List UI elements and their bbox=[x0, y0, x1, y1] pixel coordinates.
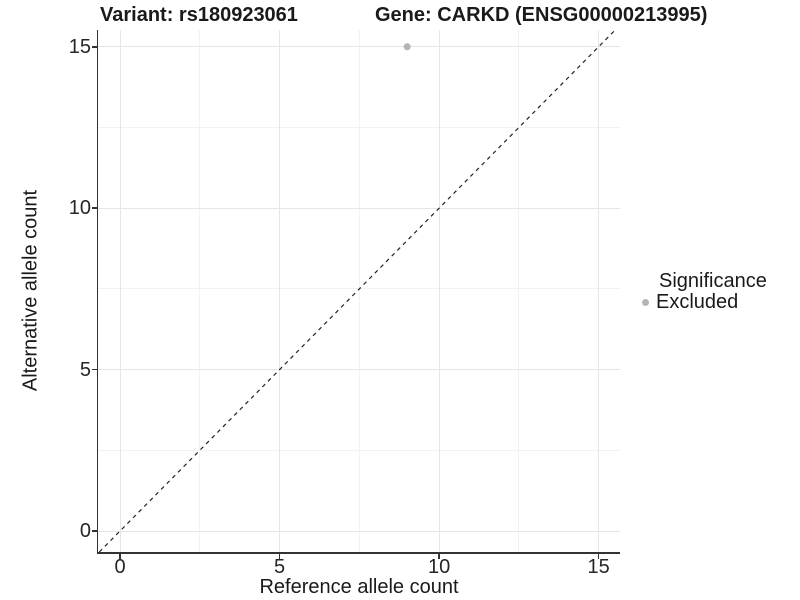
y-axis-line bbox=[96, 30, 98, 554]
gridline-y-major bbox=[98, 369, 620, 371]
legend-point-icon bbox=[642, 299, 649, 306]
x-tick-mark bbox=[119, 553, 121, 559]
data-point bbox=[403, 43, 411, 51]
gridline-x-minor bbox=[199, 30, 201, 552]
x-tick-label: 10 bbox=[427, 556, 451, 578]
y-tick-label: 0 bbox=[79, 520, 91, 543]
gridline-x-minor bbox=[518, 30, 520, 552]
gridline-x-major bbox=[119, 30, 121, 552]
y-axis-title: Alternative allele count bbox=[19, 189, 42, 392]
x-tick-mark bbox=[438, 553, 440, 559]
x-axis-title: Reference allele count bbox=[259, 576, 459, 598]
gridline-x-major bbox=[598, 30, 600, 552]
gridline-x-minor bbox=[358, 30, 360, 552]
gridline-x-major bbox=[438, 30, 440, 552]
x-tick-mark bbox=[597, 553, 600, 559]
gridline-y-minor bbox=[98, 126, 620, 128]
plot-title-variant: Variant: rs180923061 bbox=[100, 4, 298, 26]
x-tick-mark bbox=[278, 553, 281, 559]
y-tick-mark bbox=[91, 46, 97, 48]
gridline-y-major bbox=[98, 207, 620, 209]
legend-item-excluded: Excluded bbox=[636, 291, 800, 315]
x-tick-label: 5 bbox=[273, 556, 286, 578]
identity-reference-line bbox=[98, 29, 616, 553]
y-tick-label: 10 bbox=[68, 197, 91, 220]
y-tick-label: 15 bbox=[68, 35, 91, 58]
gridline-y-minor bbox=[98, 449, 620, 451]
x-tick-label: 0 bbox=[114, 556, 126, 578]
y-tick-mark bbox=[91, 530, 97, 532]
x-tick-label: 15 bbox=[587, 556, 610, 578]
x-axis-line bbox=[96, 552, 620, 554]
plot-title-gene: Gene: CARKD (ENSG00000213995) bbox=[375, 4, 708, 26]
y-tick-mark bbox=[91, 368, 97, 371]
gridline-y-major bbox=[98, 530, 620, 532]
gridline-x-major bbox=[279, 30, 281, 552]
plot-panel bbox=[98, 29, 620, 553]
y-tick-label: 5 bbox=[79, 358, 91, 381]
legend-title: Significance bbox=[659, 270, 767, 292]
legend-item-label: Excluded bbox=[656, 291, 739, 313]
y-tick-mark bbox=[91, 207, 97, 209]
plot-overlay bbox=[98, 29, 616, 553]
gridline-y-major bbox=[98, 46, 620, 48]
